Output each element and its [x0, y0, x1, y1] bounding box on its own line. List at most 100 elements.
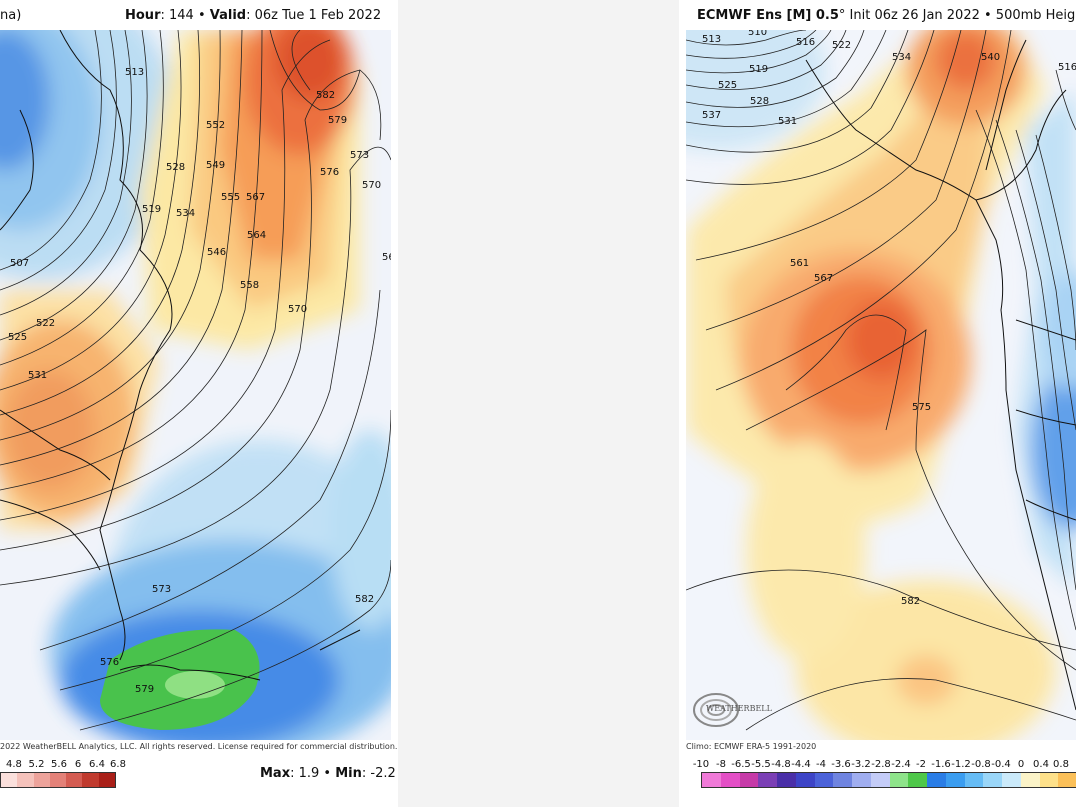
scale-swatch [1, 773, 18, 787]
contour-label: 513 [702, 34, 721, 45]
scale-swatch [82, 773, 99, 787]
contour-label: 516 [796, 37, 815, 48]
contour-label: 582 [355, 594, 374, 605]
scale-swatch [1020, 773, 1040, 787]
scale-tick: -0.8 [971, 759, 991, 770]
contour-label: 570 [288, 304, 307, 315]
scale-tick: -1.2 [951, 759, 971, 770]
contour-label: 579 [135, 684, 154, 695]
contour-label: 519 [749, 64, 768, 75]
right-map-panel: ECMWF Ens [M] 0.5° Init 06z 26 Jan 2022 … [679, 0, 1076, 807]
min-value: : -2.2 [361, 766, 396, 781]
left-copyright: 2022 WeatherBELL Analytics, LLC. All rig… [0, 742, 398, 751]
scale-swatch [33, 773, 50, 787]
contour-label: 528 [166, 162, 185, 173]
scale-tick: -3.6 [831, 759, 851, 770]
scale-tick: -4 [816, 759, 826, 770]
contour-label: 573 [152, 584, 171, 595]
logo-text: WEATHERBELL [706, 704, 772, 713]
contour-label: 549 [206, 160, 225, 171]
scale-tick: 6 [74, 759, 82, 770]
scale-swatch [870, 773, 890, 787]
contour-label: 564 [247, 230, 266, 241]
contour-label: 576 [320, 167, 339, 178]
scale-swatch [889, 773, 909, 787]
scale-tick: 0.4 [1033, 759, 1049, 770]
right-header: ECMWF Ens [M] 0.5° Init 06z 26 Jan 2022 … [697, 0, 1075, 30]
contour-label: 561 [382, 252, 391, 263]
weatherbell-logo: WEATHERBELL [692, 688, 772, 728]
contour-label: 558 [240, 280, 259, 291]
contour-label: 567 [246, 192, 265, 203]
scale-swatch [98, 773, 115, 787]
init-title: ° Init 06z 26 Jan 2022 • 500mb Heig [838, 8, 1076, 23]
scale-swatch [49, 773, 67, 787]
max-label: Max [260, 766, 291, 781]
scale-swatch [795, 773, 815, 787]
scale-swatch [739, 773, 759, 787]
hour-label: Hour [125, 8, 161, 23]
scale-tick: 5.6 [51, 759, 67, 770]
scale-tick: -4.8 [771, 759, 791, 770]
left-scale-labels: 4.8 5.2 5.6 6 6.4 6.8 [6, 759, 129, 770]
scale-tick: -4.4 [791, 759, 811, 770]
scale-tick: 6.4 [89, 759, 105, 770]
left-header-prefix: na) [0, 8, 22, 23]
scale-tick: -3.2 [851, 759, 871, 770]
contour-label: 528 [750, 96, 769, 107]
scale-swatch [1058, 773, 1076, 787]
contour-label: 525 [718, 80, 737, 91]
right-scale-labels: -10 -8 -6.5-5.5-4.8-4.4 -4 -3.6-3.2-2.8-2.4-… [691, 759, 1071, 770]
scale-swatch [702, 773, 721, 787]
contour-label: 537 [702, 110, 721, 121]
scale-tick: -2.8 [871, 759, 891, 770]
contour-label: 516 [1058, 62, 1076, 73]
scale-swatch [17, 773, 34, 787]
contour-label: 507 [10, 258, 29, 269]
scale-swatch [66, 773, 83, 787]
left-anomaly-map: 582 579 576 573 570 567 564 561 558 555 … [0, 30, 391, 740]
logo-swirl-icon [693, 693, 739, 727]
hour-value: : 144 • [160, 8, 206, 23]
contour-label: 525 [8, 332, 27, 343]
scale-swatch [983, 773, 1002, 787]
contour-label: 534 [176, 208, 195, 219]
scale-swatch [1002, 773, 1021, 787]
contour-label: 531 [28, 370, 47, 381]
contour-label: 513 [125, 67, 144, 78]
climo-note: Climo: ECMWF ERA-5 1991-2020 [686, 742, 817, 751]
contour-label: 522 [832, 40, 851, 51]
contour-label: 567 [814, 273, 833, 284]
contour-label: 540 [981, 52, 1000, 63]
right-anomaly-map: 513 510 516 522 534 540 519 525 528 531 … [686, 30, 1076, 740]
left-map-panel: na) Hour: 144 • Valid: 06z Tue 1 Feb 202… [0, 0, 398, 807]
scale-tick: -2.4 [891, 759, 911, 770]
scale-swatch [908, 773, 927, 787]
contour-label: 519 [142, 204, 161, 215]
max-value: : 1.9 • [290, 766, 332, 781]
left-header-valid: Hour: 144 • Valid: 06z Tue 1 Feb 2022 [125, 0, 381, 30]
scale-swatch [814, 773, 834, 787]
scale-tick: -2 [916, 759, 926, 770]
scale-tick: 0 [1017, 759, 1025, 770]
contour-label: 510 [748, 30, 767, 38]
min-label: Min [335, 766, 362, 781]
scale-swatch [720, 773, 740, 787]
scale-swatch [758, 773, 777, 787]
scale-swatch [927, 773, 946, 787]
scale-tick: -10 [692, 759, 710, 770]
right-color-scale [701, 772, 1076, 788]
scale-swatch [777, 773, 796, 787]
scale-swatch [1039, 773, 1059, 787]
scale-tick: 6.8 [110, 759, 126, 770]
scale-tick: -6.5 [731, 759, 751, 770]
contour-label: 570 [362, 180, 381, 191]
scale-swatch [964, 773, 984, 787]
scale-tick: -8 [716, 759, 726, 770]
valid-value: : 06z Tue 1 Feb 2022 [246, 8, 382, 23]
scale-swatch [833, 773, 852, 787]
max-min-readout: Max: 1.9 • Min: -2.2 [260, 766, 396, 781]
scale-tick: -5.5 [751, 759, 771, 770]
scale-tick: 4.8 [6, 759, 22, 770]
scale-swatch [945, 773, 965, 787]
